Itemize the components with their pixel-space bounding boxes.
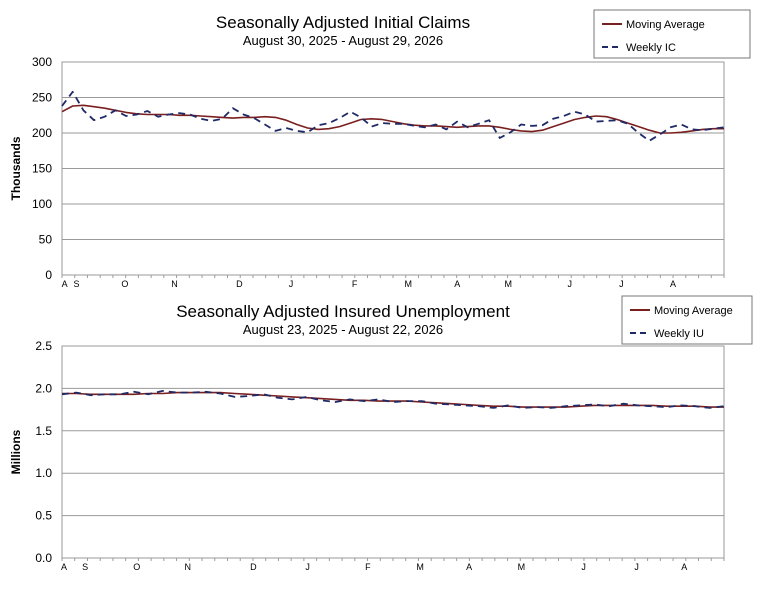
y-axis-label: Thousands: [9, 136, 23, 200]
y-tick-label: 0.0: [35, 551, 52, 565]
y-tick-label: 200: [32, 126, 52, 140]
y-tick-label: 2.5: [35, 339, 52, 353]
x-tick-label: M: [416, 562, 424, 572]
y-tick-label: 250: [32, 91, 52, 105]
y-tick-label: 100: [32, 197, 52, 211]
x-tick-label: D: [236, 279, 243, 289]
x-tick-label: N: [171, 279, 178, 289]
y-axis-label: Millions: [9, 429, 23, 474]
x-tick-label: S: [74, 279, 80, 289]
legend-label: Moving Average: [626, 19, 705, 31]
x-tick-label: M: [404, 279, 412, 289]
x-tick-label: A: [61, 562, 67, 572]
y-tick-label: 1.0: [35, 466, 52, 480]
x-tick-label: J: [619, 279, 624, 289]
series-line-weekly: [61, 389, 725, 409]
chart-2: Seasonally Adjusted Insured Unemployment…: [9, 295, 753, 572]
x-tick-label: M: [504, 279, 512, 289]
x-tick-label: S: [82, 562, 88, 572]
y-tick-label: 1.5: [35, 424, 52, 438]
legend-box: [593, 9, 751, 59]
x-tick-label: A: [681, 562, 687, 572]
x-tick-label: A: [62, 279, 68, 289]
x-tick-label: J: [568, 279, 573, 289]
y-tick-label: 150: [32, 162, 52, 176]
x-tick-label: M: [518, 562, 526, 572]
chart-subtitle: August 23, 2025 - August 22, 2026: [243, 322, 443, 337]
x-tick-label: A: [670, 279, 676, 289]
y-tick-label: 0: [45, 268, 52, 282]
legend-box: [621, 295, 753, 345]
y-tick-label: 2.0: [35, 381, 52, 395]
series-line-weekly: [61, 90, 725, 142]
x-tick-label: J: [634, 562, 639, 572]
chart-1: Seasonally Adjusted Initial ClaimsAugust…: [9, 9, 751, 289]
x-tick-label: O: [133, 562, 140, 572]
y-tick-label: 0.5: [35, 509, 52, 523]
x-tick-label: J: [305, 562, 310, 572]
x-tick-label: F: [352, 279, 358, 289]
x-tick-label: J: [289, 279, 294, 289]
y-tick-label: 50: [39, 233, 53, 247]
legend-label: Weekly IU: [654, 328, 704, 340]
x-tick-label: D: [250, 562, 257, 572]
x-tick-label: J: [581, 562, 586, 572]
legend: Moving Average Weekly IU: [621, 295, 753, 345]
x-tick-label: A: [454, 279, 460, 289]
y-tick-label: 300: [32, 55, 52, 69]
legend-label: Moving Average: [654, 305, 733, 317]
x-tick-label: O: [121, 279, 128, 289]
x-tick-label: A: [466, 562, 472, 572]
x-tick-label: F: [365, 562, 371, 572]
x-tick-label: N: [185, 562, 192, 572]
chart-subtitle: August 30, 2025 - August 29, 2026: [243, 33, 443, 48]
chart-title: Seasonally Adjusted Insured Unemployment: [176, 302, 510, 321]
chart-title: Seasonally Adjusted Initial Claims: [216, 13, 470, 32]
legend: Moving Average Weekly IC: [593, 9, 751, 59]
legend-label: Weekly IC: [626, 42, 676, 54]
